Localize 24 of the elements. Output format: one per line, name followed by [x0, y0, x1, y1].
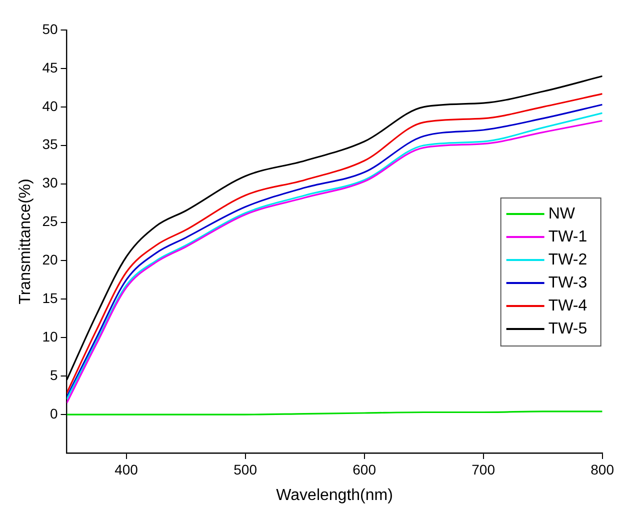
x-tick-label: 600	[352, 461, 376, 478]
y-tick-label: 45	[42, 59, 58, 76]
legend-label: NW	[548, 205, 576, 222]
x-tick-label: 800	[590, 461, 614, 478]
y-tick-label: 25	[42, 213, 58, 230]
y-tick-label: 10	[42, 328, 58, 344]
y-tick-label: 35	[42, 136, 58, 152]
legend-label: TW-3	[548, 274, 588, 292]
y-axis-title: Transmittance(%)	[17, 178, 34, 304]
y-tick-label: 15	[42, 290, 58, 306]
x-tick-label: 500	[234, 461, 258, 478]
y-tick-label: 0	[50, 405, 58, 422]
y-tick-label: 5	[50, 366, 58, 383]
x-tick-label: 400	[114, 461, 138, 478]
x-tick-label: 700	[472, 461, 496, 478]
y-tick-label: 40	[42, 98, 58, 114]
y-tick-label: 30	[42, 174, 58, 191]
legend-label: TW-4	[548, 297, 588, 314]
legend-label: TW-5	[548, 320, 588, 338]
y-tick-label: 20	[42, 252, 58, 268]
legend-label: TW-2	[548, 251, 588, 268]
legend-label: TW-1	[548, 228, 588, 246]
y-tick-label: 50	[42, 20, 58, 37]
x-axis-title: Wavelength(nm)	[276, 486, 393, 504]
